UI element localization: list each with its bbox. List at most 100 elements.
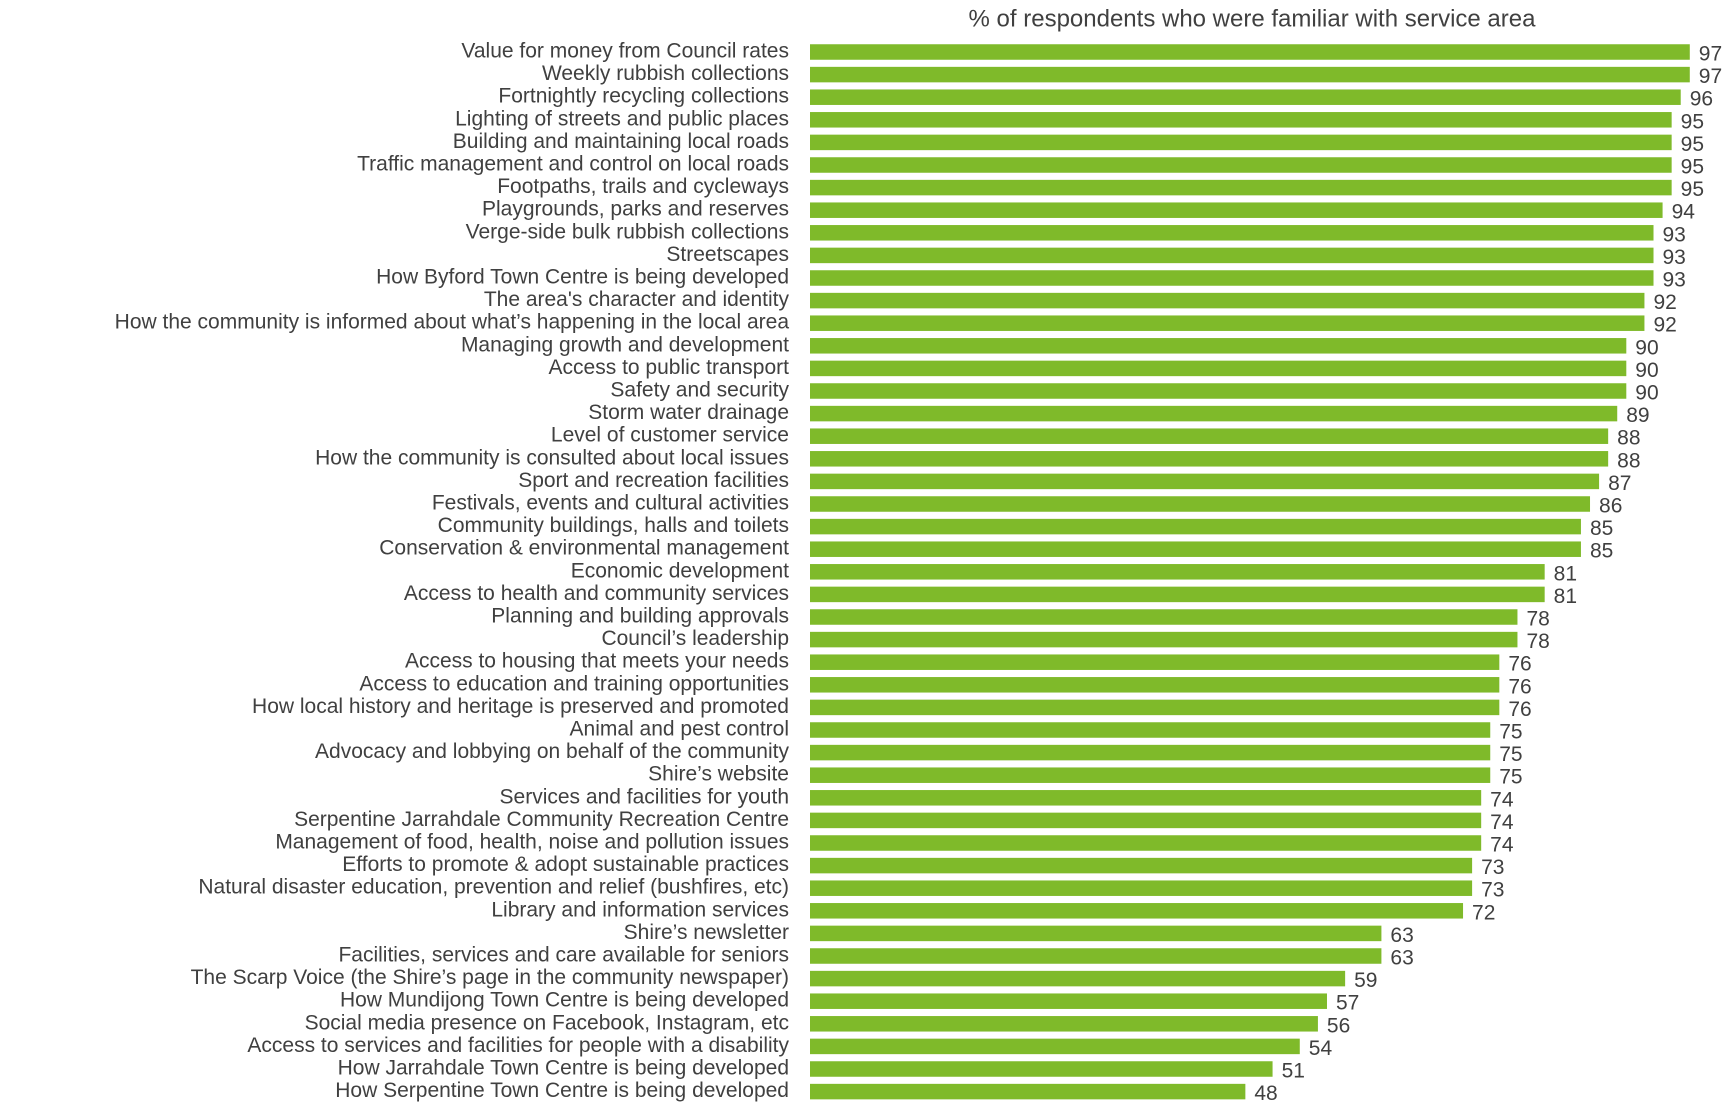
value-label: 57 (1336, 992, 1359, 1015)
bar (810, 744, 1491, 761)
category-label: How Jarrahdale Town Centre is being deve… (338, 1057, 789, 1080)
value-label: 75 (1499, 766, 1522, 789)
value-label: 63 (1390, 947, 1413, 970)
value-label: 95 (1681, 178, 1704, 201)
bar (810, 89, 1681, 105)
bar (810, 315, 1645, 331)
category-label: Advocacy and lobbying on behalf of the c… (315, 740, 789, 763)
bar (810, 812, 1482, 829)
value-label: 72 (1472, 901, 1495, 924)
value-label: 74 (1490, 834, 1514, 857)
bar (810, 790, 1482, 806)
bar (810, 112, 1672, 128)
category-label: Natural disaster education, prevention a… (198, 876, 789, 899)
bar (810, 383, 1627, 399)
category-label: Animal and pest control (570, 718, 789, 741)
value-label: 81 (1554, 562, 1577, 585)
bar (810, 134, 1672, 151)
value-label: 63 (1390, 924, 1413, 947)
category-label: Social media presence on Facebook, Insta… (305, 1011, 789, 1034)
bar (810, 1083, 1246, 1100)
bar (810, 767, 1491, 783)
bar (810, 405, 1618, 422)
category-label: Verge-side bulk rubbish collections (466, 220, 789, 243)
category-label: Access to education and training opportu… (359, 672, 789, 695)
value-label: 90 (1635, 359, 1658, 382)
category-label: Access to services and facilities for pe… (247, 1034, 789, 1057)
value-label: 48 (1254, 1082, 1277, 1102)
category-label: Traffic management and control on local … (357, 153, 789, 176)
value-label: 74 (1490, 811, 1514, 834)
value-label: 76 (1508, 675, 1531, 698)
value-label: 94 (1672, 201, 1696, 224)
bar (810, 835, 1482, 851)
chart-title: % of respondents who were familiar with … (969, 5, 1537, 32)
value-label: 54 (1309, 1037, 1333, 1060)
category-label: Building and maintaining local roads (453, 130, 789, 153)
category-label: Economic development (571, 559, 789, 582)
value-label: 90 (1635, 382, 1658, 405)
value-label: 88 (1617, 427, 1640, 450)
value-label: 97 (1699, 43, 1722, 66)
category-label: Festivals, events and cultural activitie… (432, 492, 789, 515)
bar (810, 44, 1690, 60)
category-label: Level of customer service (551, 424, 789, 447)
category-label: Access to housing that meets your needs (405, 650, 789, 673)
value-label: 95 (1681, 133, 1704, 156)
category-label: Facilities, services and care available … (338, 944, 789, 967)
category-label: Sport and recreation facilities (518, 469, 789, 492)
bar (810, 66, 1690, 83)
value-label: 95 (1681, 110, 1704, 133)
category-label: Efforts to promote & adopt sustainable p… (342, 853, 789, 876)
category-label: How Serpentine Town Centre is being deve… (335, 1079, 789, 1102)
value-label: 59 (1354, 969, 1377, 992)
bar (810, 292, 1645, 309)
bar (810, 496, 1591, 512)
value-label: 96 (1690, 88, 1713, 111)
bar (810, 925, 1382, 942)
category-label: Access to public transport (549, 356, 790, 379)
value-label: 90 (1635, 336, 1658, 359)
category-label: Council’s leadership (601, 627, 789, 650)
category-label: Services and facilities for youth (500, 785, 789, 808)
bar (810, 631, 1518, 648)
value-label: 75 (1499, 721, 1522, 744)
bar (810, 179, 1672, 196)
bar (810, 948, 1382, 964)
category-label: Shire’s newsletter (624, 921, 789, 944)
category-label: Planning and building approvals (491, 605, 789, 628)
bar (810, 270, 1654, 286)
bar (810, 564, 1545, 580)
category-label: How the community is consulted about loc… (315, 446, 789, 469)
bar (810, 586, 1545, 603)
category-label: Managing growth and development (461, 333, 789, 356)
value-label: 93 (1663, 269, 1686, 292)
value-label: 89 (1626, 404, 1649, 427)
category-label: Value for money from Council rates (461, 40, 789, 63)
value-label: 74 (1490, 788, 1514, 811)
bar (810, 677, 1500, 693)
category-label: Playgrounds, parks and reserves (482, 198, 789, 221)
value-label: 73 (1481, 879, 1504, 902)
value-label: 87 (1608, 472, 1631, 495)
bar (810, 338, 1627, 354)
value-label: 76 (1508, 698, 1531, 721)
category-label: Library and information services (491, 898, 789, 921)
bar (810, 903, 1464, 919)
category-label: How the community is informed about what… (115, 311, 790, 334)
bar (810, 699, 1500, 716)
value-label: 97 (1699, 65, 1722, 88)
value-label: 51 (1282, 1060, 1305, 1083)
category-label: How Mundijong Town Centre is being devel… (340, 989, 789, 1012)
category-label: Access to health and community services (404, 582, 789, 605)
value-label: 73 (1481, 856, 1504, 879)
bar (810, 473, 1600, 490)
bar (810, 1038, 1300, 1055)
value-label: 93 (1663, 246, 1686, 269)
bar (810, 225, 1654, 241)
value-label: 95 (1681, 156, 1704, 179)
value-label: 75 (1499, 743, 1522, 766)
bar (810, 1016, 1318, 1032)
bar (810, 451, 1609, 467)
bar (810, 360, 1627, 377)
